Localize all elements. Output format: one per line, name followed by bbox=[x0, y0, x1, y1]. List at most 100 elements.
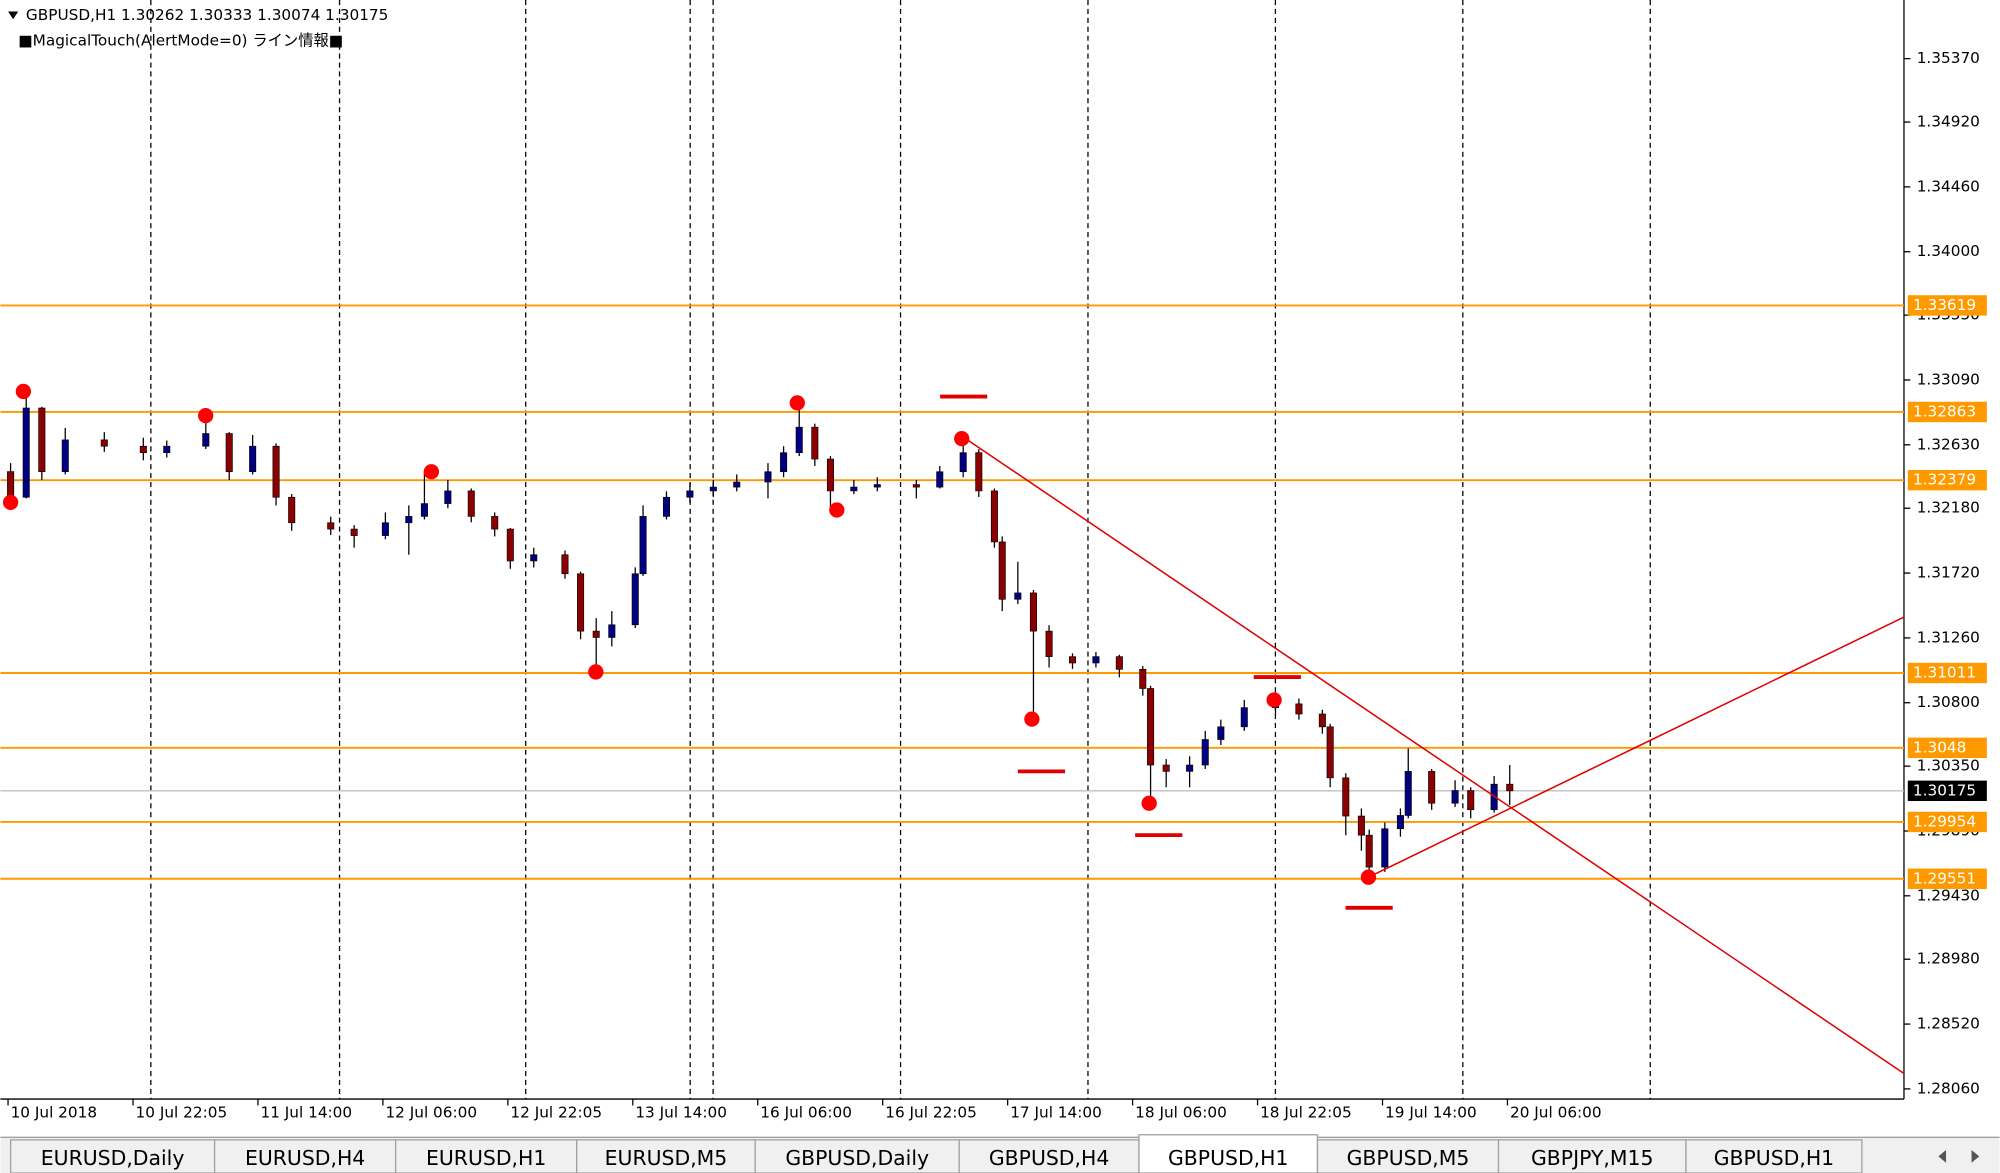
level-label: 1.32379 bbox=[1913, 471, 1976, 489]
tab-label[interactable]: EURUSD,M5 bbox=[605, 1146, 728, 1170]
y-tick-label: 1.30350 bbox=[1917, 757, 1980, 775]
indicator-label: ■MagicalTouch(AlertMode=0) ライン情報■ bbox=[18, 31, 343, 49]
candle-body bbox=[272, 445, 280, 498]
y-tick-label: 1.34920 bbox=[1917, 113, 1980, 131]
candle-body bbox=[1139, 669, 1147, 689]
tab-label[interactable]: EURUSD,Daily bbox=[41, 1146, 185, 1170]
candle-body bbox=[444, 490, 452, 504]
trend-line bbox=[1368, 616, 1905, 878]
x-tick-label: 12 Jul 22:05 bbox=[510, 1104, 602, 1122]
candle-body bbox=[350, 528, 358, 536]
candle-body bbox=[1115, 656, 1123, 670]
current-price-label: 1.30175 bbox=[1913, 781, 1976, 799]
candle-body bbox=[1217, 726, 1225, 740]
candle-body bbox=[826, 458, 834, 492]
candle-body bbox=[990, 490, 998, 543]
candle-body bbox=[61, 439, 69, 473]
levels bbox=[0, 304, 1904, 880]
level-label-box bbox=[1907, 868, 1987, 889]
candle-body bbox=[22, 407, 30, 498]
candle-body bbox=[405, 516, 413, 524]
fractal-dot bbox=[829, 502, 845, 518]
fractal-dot bbox=[588, 664, 604, 680]
y-tick-label: 1.35370 bbox=[1917, 49, 1980, 67]
x-tick-label: 10 Jul 2018 bbox=[11, 1104, 98, 1122]
candle-body bbox=[764, 471, 772, 483]
candle-body bbox=[780, 452, 788, 473]
candle-body bbox=[1014, 592, 1022, 600]
tab[interactable] bbox=[9, 1139, 216, 1173]
candle-body bbox=[561, 554, 569, 575]
fractal-dot bbox=[1024, 711, 1040, 727]
level-labels: 1.33619 1.32863 1.32379 1.31011 1.3048 1.2995… bbox=[1907, 295, 1987, 889]
y-tick-label: 1.34460 bbox=[1917, 177, 1980, 195]
candle-body bbox=[631, 573, 639, 626]
candle-body bbox=[873, 484, 881, 488]
candle-body bbox=[249, 445, 257, 473]
tab-label[interactable]: EURUSD,H1 bbox=[426, 1146, 546, 1170]
candle-body bbox=[662, 496, 670, 517]
x-tick-label: 16 Jul 22:05 bbox=[885, 1104, 977, 1122]
tab-label[interactable]: GBPJPY,M15 bbox=[1531, 1146, 1653, 1170]
y-tick-label: 1.29430 bbox=[1917, 886, 1980, 904]
y-tick-label: 1.34000 bbox=[1917, 242, 1980, 260]
candle-body bbox=[420, 503, 428, 517]
candle-body bbox=[1318, 713, 1326, 728]
candle-body bbox=[1404, 771, 1412, 816]
candle-body bbox=[1029, 592, 1037, 632]
candle-body bbox=[709, 486, 717, 492]
candle-body bbox=[1365, 834, 1373, 868]
tab-label[interactable]: GBPUSD,Daily bbox=[785, 1146, 929, 1170]
tab[interactable] bbox=[754, 1139, 960, 1173]
tab-label[interactable]: GBPUSD,H4 bbox=[989, 1146, 1109, 1170]
candle-body bbox=[1467, 790, 1475, 811]
y-tick-label: 1.32630 bbox=[1917, 435, 1980, 453]
candle-body bbox=[506, 528, 514, 562]
fractal-dot bbox=[198, 408, 214, 424]
candle-body bbox=[1201, 739, 1209, 766]
x-tick-label: 18 Jul 06:00 bbox=[1135, 1104, 1227, 1122]
candle-body bbox=[1396, 815, 1404, 830]
level-label-box bbox=[1907, 811, 1987, 833]
level-label: 1.29954 bbox=[1913, 812, 1976, 830]
candle-body bbox=[912, 484, 920, 488]
candle-body bbox=[139, 445, 147, 454]
level-label: 1.32863 bbox=[1913, 402, 1976, 420]
candle-body bbox=[998, 541, 1006, 600]
y-tick-label: 1.28520 bbox=[1917, 1015, 1980, 1033]
y-tick-label: 1.33090 bbox=[1917, 370, 1980, 388]
fractal-dot bbox=[1141, 795, 1157, 811]
fractal-dots bbox=[2, 383, 1377, 885]
annotations bbox=[940, 394, 1905, 1075]
tab-label[interactable]: GBPUSD,H1 bbox=[1168, 1146, 1288, 1170]
tab[interactable] bbox=[1685, 1139, 1863, 1173]
chart-header: GBPUSD,H1 1.30262 1.30333 1.30074 1.3017… bbox=[26, 6, 388, 24]
candle-body bbox=[7, 471, 15, 498]
collapse-arrow[interactable] bbox=[8, 11, 19, 20]
level-label-box bbox=[1907, 469, 1987, 491]
y-tick-label: 1.28060 bbox=[1917, 1079, 1980, 1097]
tab-label[interactable]: EURUSD,H4 bbox=[245, 1146, 365, 1170]
candle-body bbox=[1295, 703, 1303, 715]
candle-body bbox=[577, 573, 585, 632]
tab[interactable] bbox=[1316, 1139, 1500, 1173]
tab[interactable] bbox=[958, 1139, 1140, 1173]
y-tick-label: 1.32180 bbox=[1917, 499, 1980, 517]
fractal-dot bbox=[1360, 869, 1377, 885]
tab[interactable] bbox=[1497, 1139, 1687, 1173]
candle-body bbox=[1357, 815, 1365, 836]
active-tab[interactable] bbox=[1138, 1134, 1319, 1173]
x-tick-label: 19 Jul 14:00 bbox=[1385, 1104, 1477, 1122]
candle-body bbox=[225, 433, 233, 473]
tab-label[interactable]: GBPUSD,M5 bbox=[1347, 1146, 1470, 1170]
tab[interactable] bbox=[213, 1139, 397, 1173]
tab-label[interactable]: GBPUSD,H1 bbox=[1714, 1146, 1834, 1170]
period-separators bbox=[150, 0, 1651, 1100]
candle-body bbox=[1381, 828, 1389, 868]
level-label: 1.33619 bbox=[1913, 296, 1976, 314]
candle-body bbox=[1162, 764, 1170, 772]
level-label: 1.3048 bbox=[1913, 738, 1966, 756]
candle-body bbox=[163, 445, 171, 454]
candle-body bbox=[1147, 688, 1155, 766]
fractal-dot bbox=[954, 430, 970, 447]
